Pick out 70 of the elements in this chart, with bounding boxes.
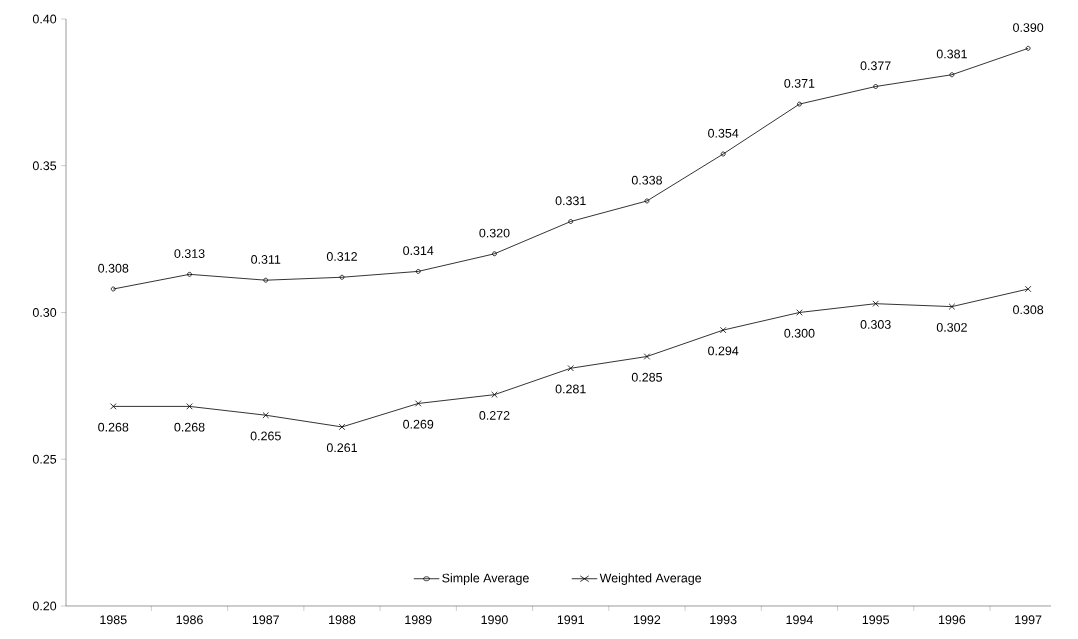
data-label: 0.371 bbox=[784, 78, 815, 88]
point bbox=[415, 269, 421, 274]
x-tick-label: 1989 bbox=[405, 615, 432, 625]
data-label: 0.302 bbox=[936, 322, 967, 332]
point bbox=[186, 403, 193, 410]
x-tick-label: 1996 bbox=[939, 615, 966, 625]
point bbox=[720, 151, 726, 157]
point bbox=[949, 72, 955, 78]
point bbox=[338, 423, 346, 431]
data-label: 0.390 bbox=[1013, 23, 1044, 32]
y-tick-label: 0.25 bbox=[32, 454, 57, 464]
data-label: 0.314 bbox=[403, 246, 434, 256]
point bbox=[872, 300, 879, 307]
point bbox=[262, 411, 269, 419]
point bbox=[568, 219, 574, 224]
y-tick-label: 0.30 bbox=[32, 308, 57, 317]
data-label: 0.311 bbox=[251, 255, 281, 264]
data-label: 0.308 bbox=[1013, 305, 1044, 315]
y-tick-label: 0.35 bbox=[32, 161, 57, 171]
point bbox=[415, 400, 422, 407]
legend-label: Simple Average bbox=[442, 573, 529, 585]
data-label: 0.320 bbox=[479, 228, 510, 238]
x-tick-label: 1990 bbox=[481, 615, 508, 625]
point bbox=[492, 251, 497, 257]
point bbox=[339, 274, 345, 280]
data-label: 0.338 bbox=[631, 175, 662, 185]
data-label: 0.377 bbox=[860, 61, 891, 71]
point bbox=[263, 277, 269, 283]
data-label: 0.354 bbox=[708, 128, 739, 138]
y-tick-label: 0.40 bbox=[32, 14, 57, 24]
legend-label: Weighted Average bbox=[599, 573, 702, 585]
data-label: 0.300 bbox=[784, 328, 815, 338]
data-label: 0.272 bbox=[479, 411, 510, 420]
x-tick-label: 1995 bbox=[862, 615, 889, 625]
point bbox=[643, 353, 651, 360]
data-label: 0.261 bbox=[326, 443, 357, 453]
point bbox=[948, 303, 956, 310]
point bbox=[797, 101, 802, 107]
data-label: 0.381 bbox=[936, 49, 967, 59]
x-tick-label: 1994 bbox=[786, 615, 813, 625]
point bbox=[873, 84, 879, 89]
y-tick-label: 0.20 bbox=[32, 601, 57, 611]
x-tick-label: 1993 bbox=[710, 615, 737, 625]
point bbox=[110, 403, 117, 410]
data-label: 0.268 bbox=[174, 422, 205, 432]
point bbox=[719, 326, 727, 334]
point bbox=[644, 198, 650, 204]
point bbox=[567, 365, 574, 372]
data-label: 0.294 bbox=[708, 346, 739, 356]
x-tick-label: 1986 bbox=[176, 615, 203, 625]
x-tick-label: 1997 bbox=[1015, 615, 1042, 625]
data-label: 0.269 bbox=[403, 419, 434, 429]
x-tick-label: 1988 bbox=[329, 615, 356, 625]
point bbox=[1024, 285, 1032, 293]
data-label: 0.285 bbox=[631, 372, 663, 382]
data-label: 0.268 bbox=[98, 422, 129, 432]
data-label: 0.308 bbox=[98, 263, 129, 273]
data-label: 0.303 bbox=[860, 320, 891, 329]
data-label: 0.281 bbox=[555, 384, 586, 394]
point bbox=[187, 271, 192, 277]
x-tick-label: 1991 bbox=[557, 615, 584, 625]
point bbox=[491, 391, 498, 398]
data-label: 0.313 bbox=[174, 249, 205, 258]
data-label: 0.331 bbox=[555, 196, 586, 206]
x-tick-label: 1985 bbox=[100, 615, 127, 625]
point bbox=[796, 309, 803, 316]
data-label: 0.312 bbox=[326, 252, 357, 261]
x-tick-label: 1992 bbox=[634, 615, 661, 625]
data-label: 0.265 bbox=[250, 431, 281, 441]
x-tick-label: 1987 bbox=[252, 615, 279, 625]
